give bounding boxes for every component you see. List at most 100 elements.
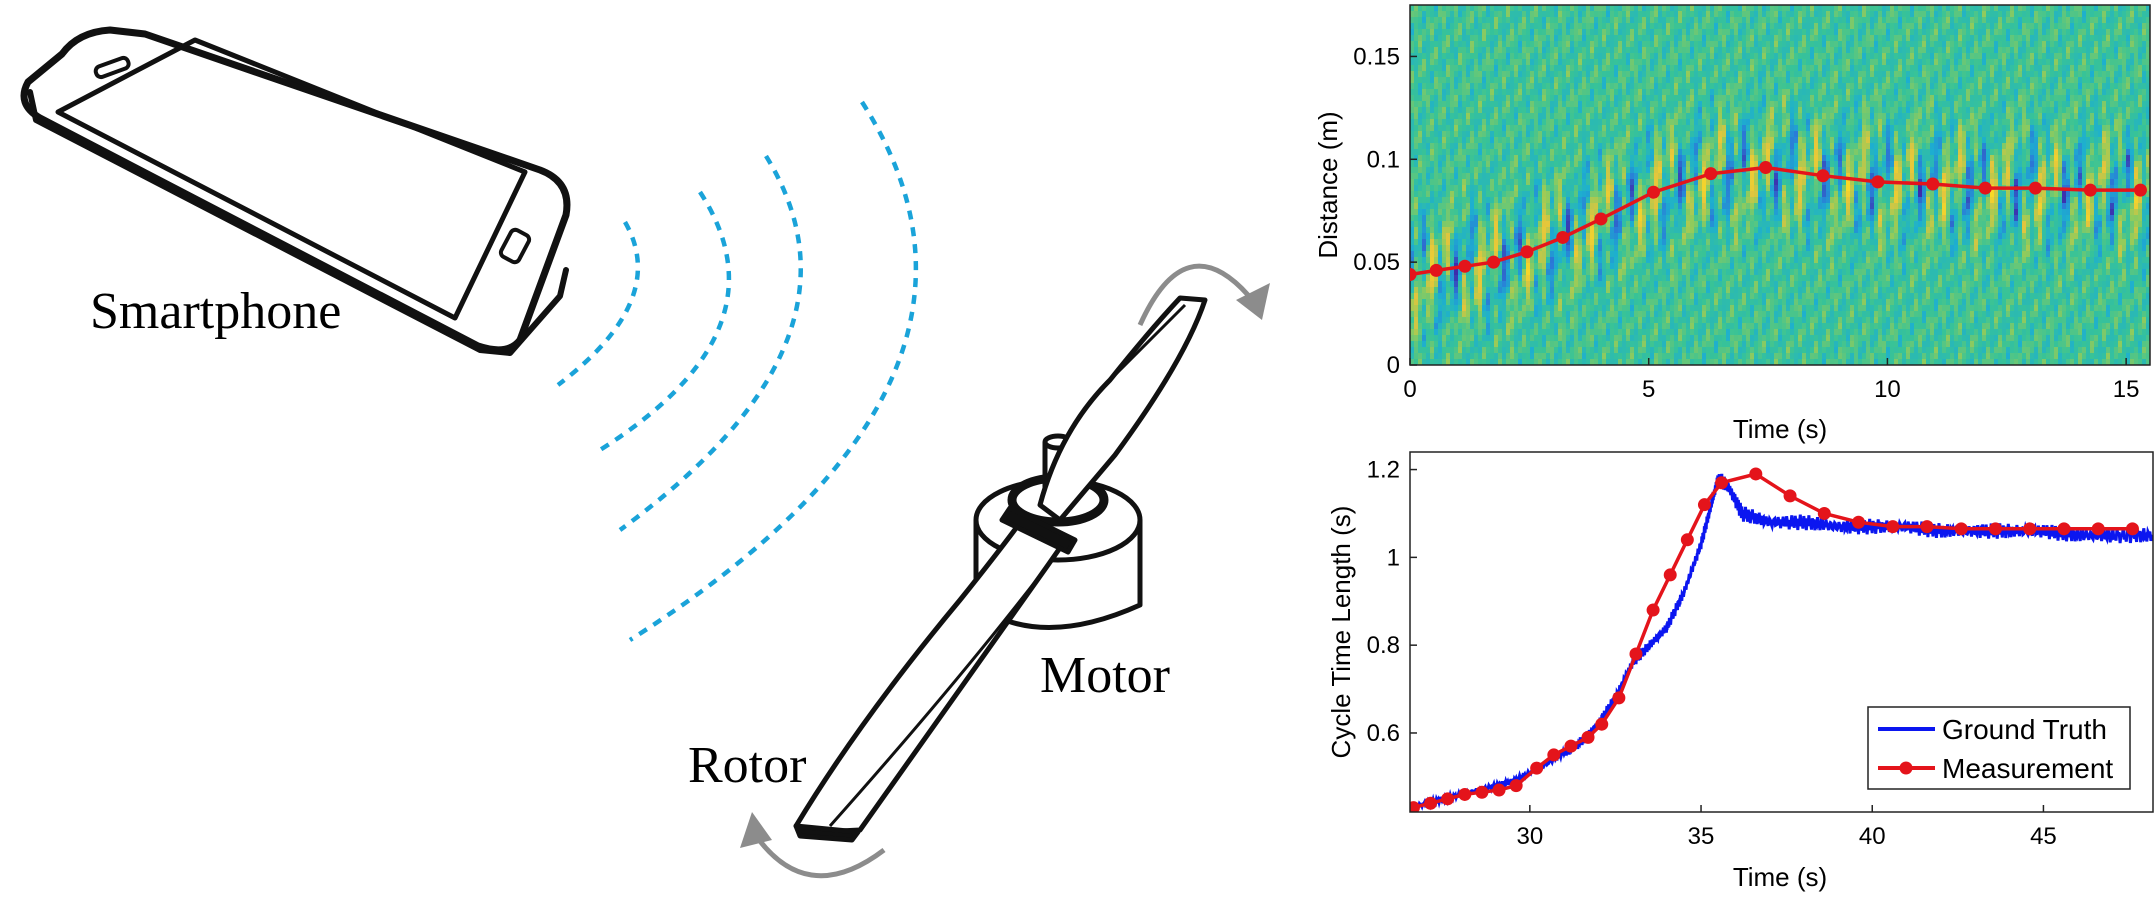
heatmap-cell [1562,23,1567,30]
heatmap-cell [1618,221,1623,228]
heatmap-cell [1426,35,1431,42]
heatmap-cell [1574,173,1579,180]
heatmap-cell [1602,239,1607,246]
heatmap-cell [1574,245,1579,252]
heatmap-cell [1714,293,1719,300]
heatmap-cell [1674,299,1679,306]
heatmap-cell [1662,89,1667,96]
heatmap-cell [1626,89,1631,96]
heatmap-cell [1518,113,1523,120]
heatmap-cell [1430,161,1435,168]
heatmap-cell [1714,17,1719,24]
illustration-panel: Smartphone [20,26,1270,879]
heatmap-cell [1602,353,1607,360]
heatmap-cell [1422,293,1427,300]
heatmap-cell [1610,227,1615,234]
heatmap-cell [1450,275,1455,282]
heatmap-cell [1494,23,1499,30]
heatmap-cell [1450,125,1455,132]
heatmap-cell [1682,173,1687,180]
heatmap-cell [1426,287,1431,294]
heatmap-cell [1418,167,1423,174]
heatmap-cell [1438,173,1443,180]
heatmap-cell [1478,95,1483,102]
heatmap-cell [1522,155,1527,162]
heatmap-cell [1606,185,1611,192]
heatmap-cell [1630,185,1635,192]
heatmap-cell [1426,245,1431,252]
heatmap-cell [1506,29,1511,36]
heatmap-cell [1686,329,1691,336]
heatmap-cell [1490,185,1495,192]
heatmap-cell [1698,245,1703,252]
heatmap-cell [1678,41,1683,48]
heatmap-cell [1466,101,1471,108]
heatmap-cell [1538,149,1543,156]
heatmap-cell [1502,131,1507,138]
heatmap-cell [1722,251,1727,258]
heatmap-cell [1670,35,1675,42]
heatmap-cell [1722,263,1727,270]
heatmap-cell [1714,113,1719,120]
heatmap-cell [1478,269,1483,276]
heatmap-cell [1474,107,1479,114]
heatmap-cell [1422,167,1427,174]
heatmap-cell [1554,353,1559,360]
heatmap-cell [1418,191,1423,198]
heatmap-cell [1578,161,1583,168]
heatmap-cell [1722,305,1727,312]
heatmap-cell [1674,11,1679,18]
heatmap-cell [1722,245,1727,252]
heatmap-cell [1522,59,1527,66]
heatmap-cell [1546,53,1551,60]
heatmap-cell [1430,167,1435,174]
heatmap-cell [1606,191,1611,198]
heatmap-cell [1678,335,1683,342]
heatmap-cell [1710,197,1715,204]
heatmap-cell [1658,71,1663,78]
heatmap-cell [1478,323,1483,330]
heatmap-cell [1706,305,1711,312]
heatmap-cell [1554,83,1559,90]
heatmap-cell [1498,215,1503,222]
heatmap-cell [1442,167,1447,174]
heatmap-cell [1606,29,1611,36]
heatmap-cell [1546,173,1551,180]
heatmap-cell [1522,101,1527,108]
heatmap-cell [1630,101,1635,108]
heatmap-cell [1638,293,1643,300]
heatmap-cell [1682,167,1687,174]
heatmap-cell [1554,299,1559,306]
heatmap-cell [1610,335,1615,342]
heatmap-cell [1446,317,1451,324]
heatmap-cell [1686,101,1691,108]
heatmap-cell [1506,257,1511,264]
heatmap-cell [1410,305,1415,312]
heatmap-cell [1738,11,1743,18]
heatmap-cell [1682,359,1687,365]
heatmap-cell [1662,233,1667,240]
heatmap-cell [1614,245,1619,252]
heatmap-cell [1690,167,1695,174]
heatmap-cell [1650,293,1655,300]
heatmap-cell [1494,101,1499,108]
heatmap-cell [1534,185,1539,192]
heatmap-cell [1594,179,1599,186]
heatmap-cell [1582,197,1587,204]
heatmap-cell [1738,83,1743,90]
heatmap-cell [1470,341,1475,348]
heatmap-cell [1614,35,1619,42]
heatmap-cell [1574,335,1579,342]
heatmap-cell [1414,47,1419,54]
heatmap-cell [1678,113,1683,120]
heatmap-cell [1494,77,1499,84]
heatmap-cell [1682,71,1687,78]
heatmap-cell [1738,71,1743,78]
heatmap-cell [1518,299,1523,306]
heatmap-cell [1418,47,1423,54]
heatmap-cell [1734,77,1739,84]
heatmap-cell [1518,53,1523,60]
heatmap-cell [1598,53,1603,60]
heatmap-cell [1718,11,1723,18]
heatmap-cell [1534,11,1539,18]
